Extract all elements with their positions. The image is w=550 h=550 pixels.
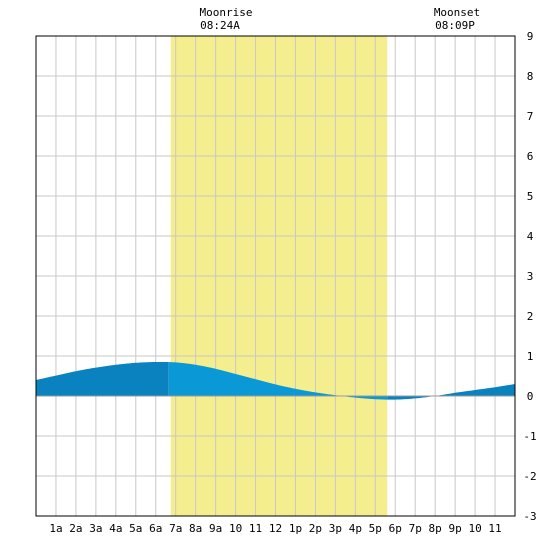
moonset-label: Moonset [434, 6, 480, 19]
x-tick-label: 9p [449, 522, 462, 535]
y-tick-label: 6 [527, 150, 534, 163]
chart-frame-layer [35, 35, 516, 517]
x-tick-label: 4a [109, 522, 122, 535]
x-tick-label: 10 [229, 522, 242, 535]
moonrise-label: Moonrise [200, 6, 253, 19]
y-tick-label: 2 [527, 310, 534, 323]
moonrise-time: 08:24A [200, 19, 240, 32]
y-tick-label: 9 [527, 30, 534, 43]
x-tick-label: 12 [269, 522, 282, 535]
x-tick-label: 11 [488, 522, 501, 535]
x-tick-label: 2a [69, 522, 82, 535]
x-tick-label: 9a [209, 522, 222, 535]
y-tick-label: 5 [527, 190, 534, 203]
y-tick-label: -2 [523, 470, 536, 483]
x-tick-labels: 1a 2a 3a 4a 5a 6a 7a 8a 9a 10 11 12 1p 2p 3p 4p 5p 6p 7p 8p… [49, 522, 501, 535]
x-tick-label: 5p [369, 522, 382, 535]
x-tick-label: 11 [249, 522, 262, 535]
tide-area-layer [36, 361, 515, 400]
tide-area-day [168, 362, 388, 400]
y-tick-label: 8 [527, 70, 534, 83]
x-tick-label: 8a [189, 522, 202, 535]
y-tick-label: 1 [527, 350, 534, 363]
x-tick-label: 7p [409, 522, 422, 535]
y-tick-labels: -3 -2 -1 0 1 2 3 4 5 6 7 8 9 [523, 30, 536, 523]
grid-layer [36, 36, 515, 516]
x-tick-label: 8p [429, 522, 442, 535]
tide-area-night [36, 361, 515, 400]
x-tick-label: 1a [49, 522, 62, 535]
x-tick-label: 3a [89, 522, 102, 535]
x-tick-label: 5a [129, 522, 142, 535]
moonset-time: 08:09P [435, 19, 475, 32]
x-tick-label: 4p [349, 522, 362, 535]
x-tick-label: 6p [389, 522, 402, 535]
x-tick-label: 1p [289, 522, 302, 535]
y-tick-label: 3 [527, 270, 534, 283]
y-tick-label: 4 [527, 230, 534, 243]
y-tick-label: -1 [523, 430, 536, 443]
x-tick-label: 2p [309, 522, 322, 535]
y-tick-label: 0 [527, 390, 534, 403]
x-tick-label: 6a [149, 522, 162, 535]
chart-frame [35, 35, 516, 517]
y-tick-label: 7 [527, 110, 534, 123]
x-tick-label: 7a [169, 522, 182, 535]
y-tick-label: -3 [523, 510, 536, 523]
x-tick-label: 3p [329, 522, 342, 535]
x-tick-label: 10 [468, 522, 481, 535]
